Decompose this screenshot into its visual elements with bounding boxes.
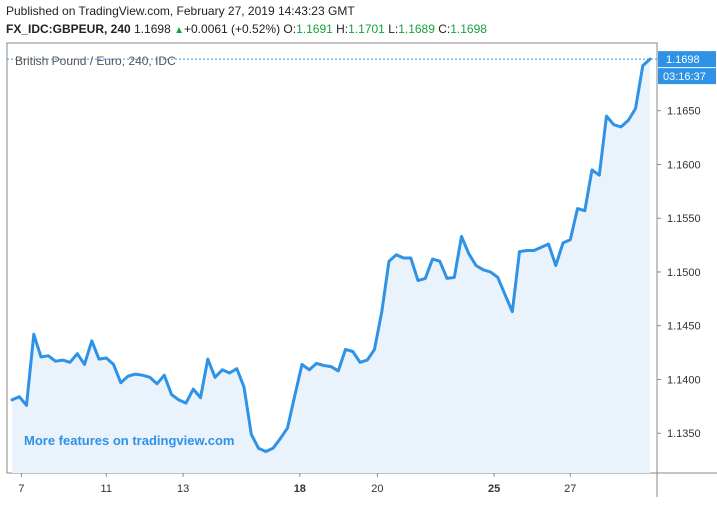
time-tick-label: 18	[294, 483, 306, 495]
price-tick-label: 1.1550	[667, 213, 701, 225]
price-area-fill	[12, 59, 650, 473]
time-tick-label: 7	[18, 483, 24, 495]
last-price: 1.1698	[134, 22, 171, 36]
time-tick-label: 25	[488, 483, 500, 495]
last-price-badge	[658, 51, 716, 68]
high-label: H:	[336, 22, 349, 36]
published-caption: Published on TradingView.com, February 2…	[6, 4, 355, 18]
last-price-badge-text: 1.1698	[666, 54, 700, 66]
price-tick-label: 1.1600	[667, 159, 701, 171]
time-tick-label: 20	[371, 483, 383, 495]
chart-title: British Pound / Euro, 240, IDC	[15, 54, 176, 68]
symbol-info-line: FX_IDC:GBPEUR, 240 1.1698 ▲+0.0061 (+0.5…	[6, 22, 487, 36]
time-tick-label: 11	[101, 483, 112, 495]
price-change: +0.0061 (+0.52%)	[184, 22, 281, 36]
price-line	[10, 57, 652, 453]
open-value: 1.1691	[296, 22, 333, 36]
low-label: L:	[388, 22, 399, 36]
time-tick-label: 27	[564, 483, 576, 495]
countdown-badge-text: 03:16:37	[663, 71, 706, 83]
close-value: 1.1698	[450, 22, 487, 36]
up-arrow-icon: ▲	[174, 25, 184, 36]
time-tick-label: 13	[177, 483, 189, 495]
price-tick-label: 1.1400	[667, 374, 701, 386]
price-tick-label: 1.1650	[667, 106, 701, 118]
low-value: 1.1689	[398, 22, 435, 36]
price-tick-label: 1.1500	[667, 267, 701, 279]
symbol-label: FX_IDC:GBPEUR, 240	[6, 22, 131, 36]
price-tick-label: 1.1350	[667, 428, 701, 440]
price-tick-label: 1.1450	[667, 321, 701, 333]
price-axis-ticks: 1.1350 1.1400 1.1450 1.1500 1.1550 1.1600 1.16…	[657, 106, 701, 440]
time-axis-ticks: 7 11 13 18 20 25 27	[18, 473, 576, 495]
countdown-badge	[658, 68, 716, 85]
high-value: 1.1701	[348, 22, 385, 36]
close-label: C:	[438, 22, 451, 36]
open-label: O:	[283, 22, 297, 36]
watermark-text[interactable]: More features on tradingview.com	[24, 433, 234, 448]
